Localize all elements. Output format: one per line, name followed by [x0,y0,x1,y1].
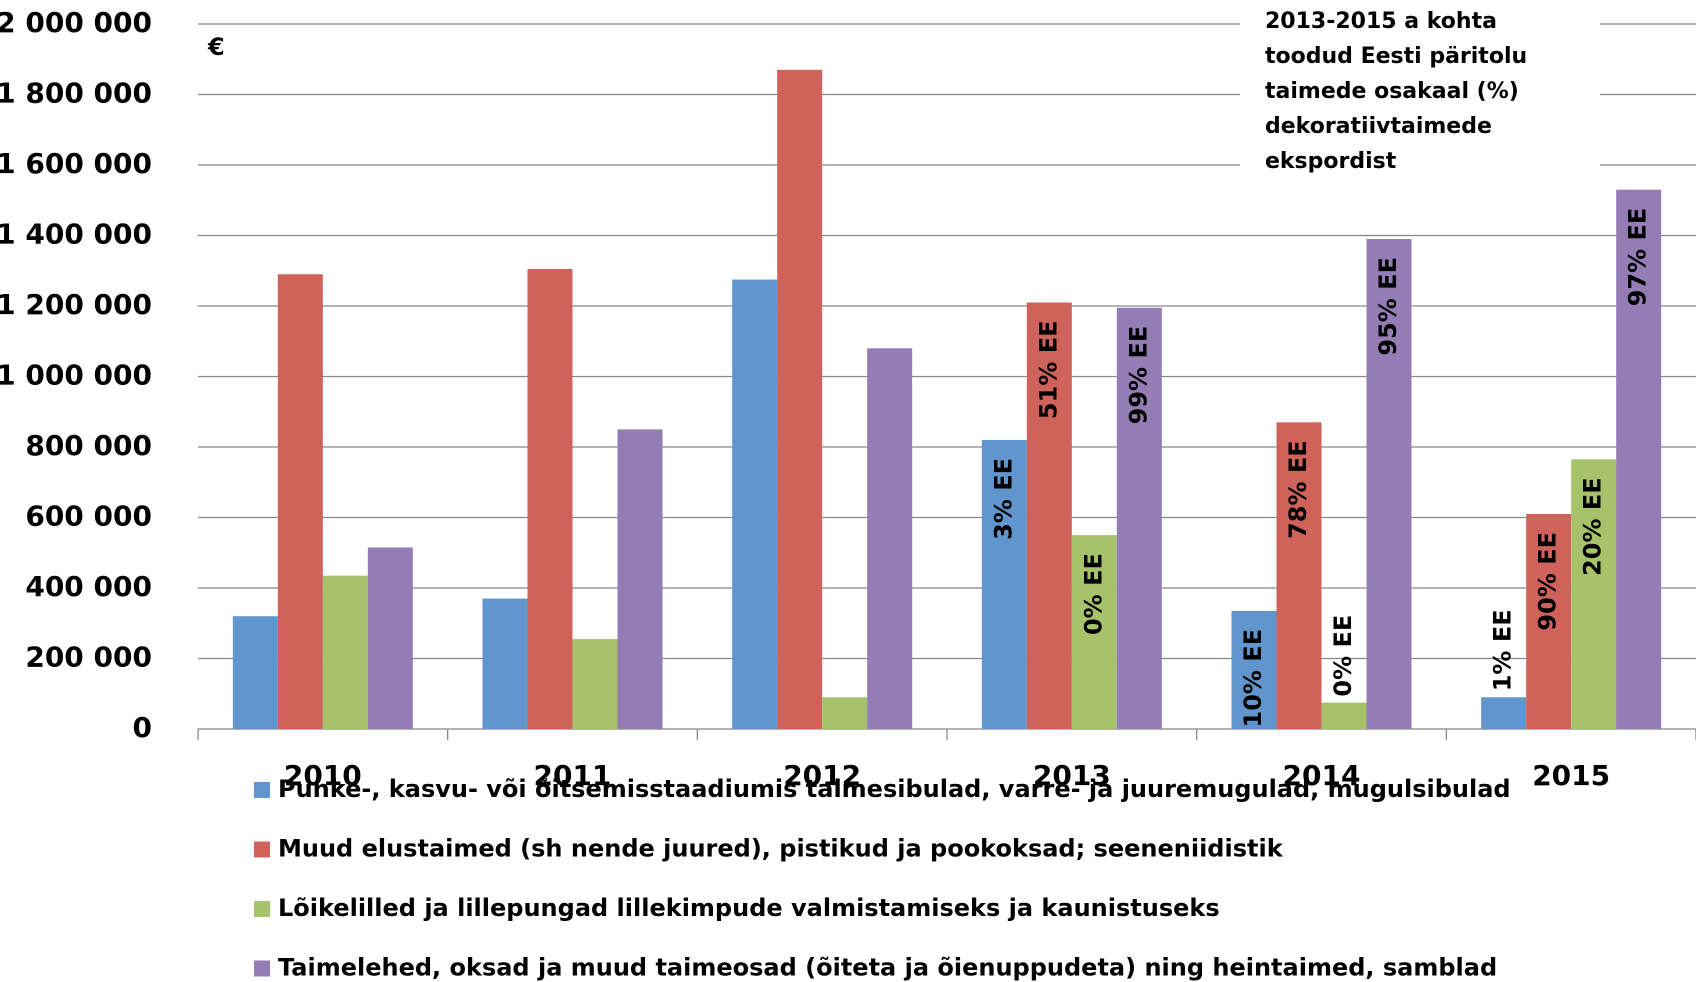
note-text: toodud Eesti päritolu [1265,44,1527,69]
x-tick-label: 2014 [1283,759,1361,792]
bar [777,69,823,729]
note-text: ekspordist [1265,149,1397,174]
bar [822,697,868,729]
y-tick-label: 800 000 [25,429,152,462]
bar-label: 0% EE [1079,553,1107,635]
bar-label: 0% EE [1329,615,1357,697]
currency-label: € [207,33,225,61]
bar [322,575,368,729]
legend-label: Taimelehed, oksad ja muud taimeosad (õit… [278,954,1497,982]
bar [1231,610,1277,729]
x-tick-label: 2011 [534,759,612,792]
bar-label: 51% EE [1034,320,1062,419]
note-text: taimede osakaal (%) [1265,79,1519,104]
legend-swatch [254,841,270,858]
bar [1071,535,1117,729]
bar [1276,422,1322,729]
bar [617,429,663,729]
bar-label: 97% EE [1624,208,1652,307]
x-tick-label: 2010 [284,759,362,792]
bar-label: 10% EE [1239,629,1267,728]
bar-label: 20% EE [1579,477,1607,576]
bar [1366,239,1412,729]
y-tick-label: 1 600 000 [0,147,152,180]
bar [981,439,1027,729]
bar [277,274,323,729]
x-tick-label: 2015 [1532,759,1610,792]
y-tick-label: 1 000 000 [0,359,152,392]
bar [1321,702,1367,729]
legend-label: Muud elustaimed (sh nende juured), pisti… [278,835,1284,863]
bar-label: 90% EE [1534,532,1562,631]
x-tick-label: 2013 [1033,759,1111,792]
y-tick-label: 2 000 000 [0,6,152,39]
bar [732,279,778,729]
y-tick-label: 1 400 000 [0,218,152,251]
y-tick-label: 600 000 [25,500,152,533]
y-tick-label: 1 200 000 [0,288,152,321]
y-tick-label: 1 800 000 [0,77,152,110]
bar [1571,459,1617,729]
bar-label: 95% EE [1374,257,1402,356]
legend-label: Lõikelilled ja lillepungad lillekimpude … [278,894,1220,922]
bar [1616,189,1662,730]
bar [572,639,618,729]
bar [1116,307,1162,729]
legend-label: Punke-, kasvu- või õitsemisstaadiumis ta… [278,775,1511,803]
bar [367,547,413,729]
bar-label: 3% EE [989,458,1017,540]
legend-swatch [254,782,270,798]
bar [1026,302,1072,729]
note-text: 2013-2015 a kohta [1265,9,1497,34]
bar [867,348,913,729]
note-text: dekoratiivtaimede [1265,114,1492,139]
bar [527,268,573,729]
y-tick-label: 0 [133,711,152,744]
x-tick-label: 2012 [783,759,861,792]
bar-label: 1% EE [1489,609,1517,691]
legend-swatch [254,960,270,977]
y-tick-label: 400 000 [25,570,152,603]
bar [232,616,278,729]
bar [482,598,528,729]
bar [1526,513,1572,729]
note-box [1240,0,1600,175]
bar-label: 99% EE [1124,326,1152,425]
bar [1481,697,1527,729]
y-tick-label: 200 000 [25,641,152,674]
bar-label: 78% EE [1284,440,1312,539]
legend-swatch [254,901,270,917]
